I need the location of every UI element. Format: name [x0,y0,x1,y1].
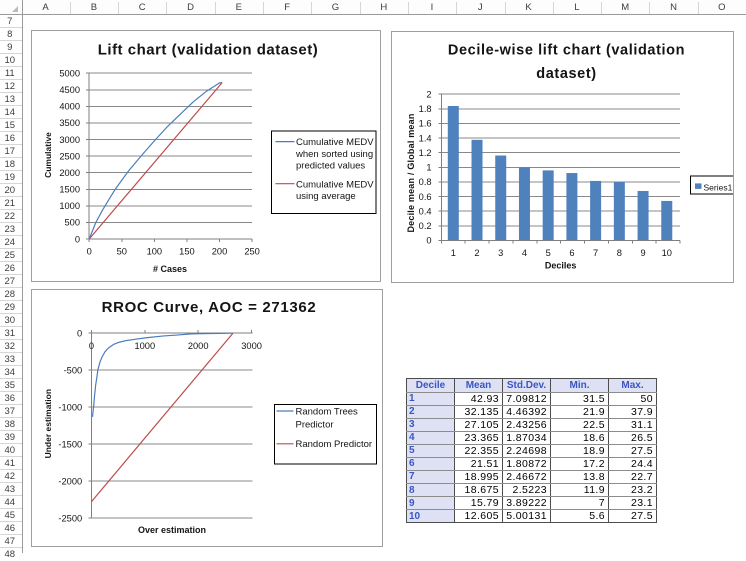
svg-text:3000: 3000 [59,135,80,145]
svg-text:Lift chart (validation dataset: Lift chart (validation dataset) [98,42,319,59]
svg-text:2000: 2000 [188,341,209,351]
svg-text:-1000: -1000 [58,403,82,413]
svg-text:1000: 1000 [134,341,155,351]
svg-text:1500: 1500 [59,185,80,195]
svg-text:Decile mean / Global mean: Decile mean / Global mean [406,113,416,232]
svg-text:4: 4 [522,248,527,258]
svg-text:when sorted using: when sorted using [295,149,373,160]
svg-text:1: 1 [426,163,431,173]
svg-text:using average: using average [296,191,356,202]
svg-text:2: 2 [426,90,431,100]
svg-text:0.8: 0.8 [419,177,432,187]
svg-text:9: 9 [640,248,645,258]
svg-text:0.2: 0.2 [419,221,432,231]
svg-text:3000: 3000 [241,341,262,351]
svg-text:50: 50 [117,247,127,257]
svg-text:3500: 3500 [59,118,80,128]
svg-text:Cumulative MEDV: Cumulative MEDV [296,137,374,148]
svg-text:Predictor: Predictor [296,420,334,431]
svg-text:RROC Curve, AOC = 271362: RROC Curve, AOC = 271362 [102,299,317,316]
svg-text:5: 5 [546,248,551,258]
svg-text:1.2: 1.2 [419,148,432,158]
svg-text:7: 7 [593,248,598,258]
svg-text:Random Predictor: Random Predictor [296,439,373,450]
svg-text:1: 1 [451,248,456,258]
svg-text:6: 6 [569,248,574,258]
svg-text:150: 150 [179,247,195,257]
svg-text:5000: 5000 [59,69,80,79]
svg-text:Series1: Series1 [704,183,733,193]
svg-text:Deciles: Deciles [545,261,577,271]
svg-text:0.6: 0.6 [419,192,432,202]
svg-text:10: 10 [662,248,672,258]
svg-text:Cumulative MEDV: Cumulative MEDV [296,179,374,190]
svg-text:2000: 2000 [59,168,80,178]
svg-text:1.4: 1.4 [419,133,432,143]
svg-text:Random Trees: Random Trees [296,407,359,418]
svg-text:0: 0 [75,234,80,244]
svg-text:0.4: 0.4 [419,206,432,216]
svg-text:-2500: -2500 [58,514,82,524]
svg-text:-2000: -2000 [58,477,82,487]
svg-text:4500: 4500 [59,85,80,95]
svg-text:0: 0 [89,341,94,351]
svg-text:100: 100 [147,247,163,257]
svg-text:2: 2 [474,248,479,258]
svg-text:0: 0 [87,247,92,257]
svg-text:250: 250 [244,247,260,257]
svg-text:0: 0 [426,236,431,246]
svg-text:2500: 2500 [59,151,80,161]
svg-text:500: 500 [64,218,80,228]
svg-text:1000: 1000 [59,201,80,211]
svg-text:4000: 4000 [59,102,80,112]
svg-text:0: 0 [77,329,82,339]
svg-text:1.6: 1.6 [419,119,432,129]
svg-text:Cumulative: Cumulative [43,132,53,178]
svg-text:200: 200 [212,247,228,257]
svg-text:-1500: -1500 [58,440,82,450]
svg-text:Over estimation: Over estimation [138,525,206,535]
svg-text:1.8: 1.8 [419,104,432,114]
svg-text:dataset): dataset) [536,66,596,82]
svg-text:8: 8 [617,248,622,258]
svg-text:Under estimation: Under estimation [43,389,53,458]
svg-text:-500: -500 [64,366,83,376]
svg-text:predicted values: predicted values [296,160,365,171]
svg-text:# Cases: # Cases [153,264,187,274]
svg-text:Decile-wise lift chart (valida: Decile-wise lift chart (validation [448,43,685,59]
svg-text:3: 3 [498,248,503,258]
